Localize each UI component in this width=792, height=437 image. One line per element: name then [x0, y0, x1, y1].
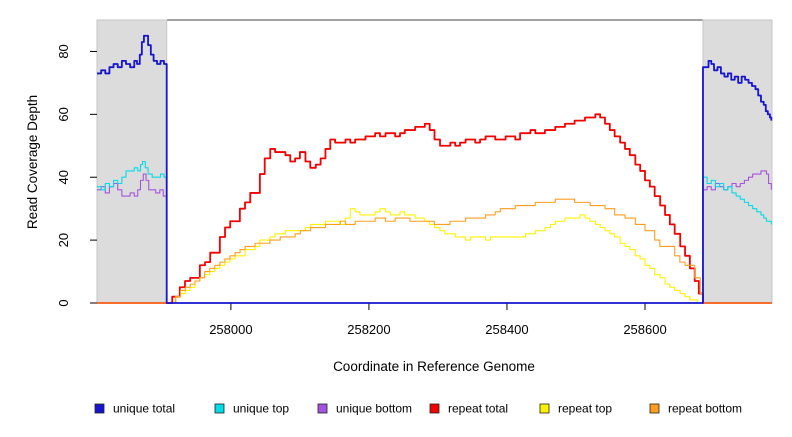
legend-item: repeat bottom — [649, 402, 742, 416]
legend: unique total unique top unique bottom re… — [94, 402, 742, 416]
series-repeat-total — [97, 113, 772, 304]
legend-label: unique bottom — [336, 402, 412, 416]
legend-item: repeat total — [429, 402, 508, 416]
series-unique-bottom — [97, 170, 772, 304]
series-repeat-bottom — [97, 198, 772, 304]
x-tick-label: 258600 — [623, 322, 666, 337]
y-tick-label: 60 — [56, 107, 71, 121]
legend-item: unique total — [94, 402, 175, 416]
series-repeat-top — [97, 208, 772, 304]
legend-swatch-repeat-bottom — [649, 403, 660, 414]
plot-area: 258000 258200 258400 258600 0 20 40 60 80 — [56, 19, 773, 337]
y-tick-label: 40 — [56, 170, 71, 184]
series-unique-top — [97, 160, 772, 304]
x-axis-title: Coordinate in Reference Genome — [333, 359, 535, 374]
legend-label: repeat total — [448, 402, 508, 416]
legend-label: repeat top — [558, 402, 612, 416]
legend-swatch-unique-total — [94, 403, 105, 414]
x-tick-label: 258400 — [485, 322, 528, 337]
legend-item: repeat top — [539, 402, 612, 416]
legend-label: unique total — [113, 402, 175, 416]
legend-swatch-repeat-total — [429, 403, 440, 414]
legend-item: unique top — [214, 402, 289, 416]
y-tick-label: 0 — [56, 299, 71, 306]
series-unique-total — [97, 34, 773, 304]
x-tick-label: 258000 — [209, 322, 252, 337]
shaded-flank-region — [702, 19, 773, 304]
y-axis-title: Read Coverage Depth — [25, 95, 40, 229]
legend-swatch-unique-top — [214, 403, 225, 414]
legend-label: unique top — [233, 402, 289, 416]
y-tick-label: 20 — [56, 233, 71, 247]
legend-label: repeat bottom — [668, 402, 742, 416]
x-tick-label: 258200 — [347, 322, 390, 337]
legend-item: unique bottom — [317, 402, 412, 416]
legend-swatch-repeat-top — [539, 403, 550, 414]
legend-swatch-unique-bottom — [317, 403, 328, 414]
y-tick-label: 80 — [56, 44, 71, 58]
